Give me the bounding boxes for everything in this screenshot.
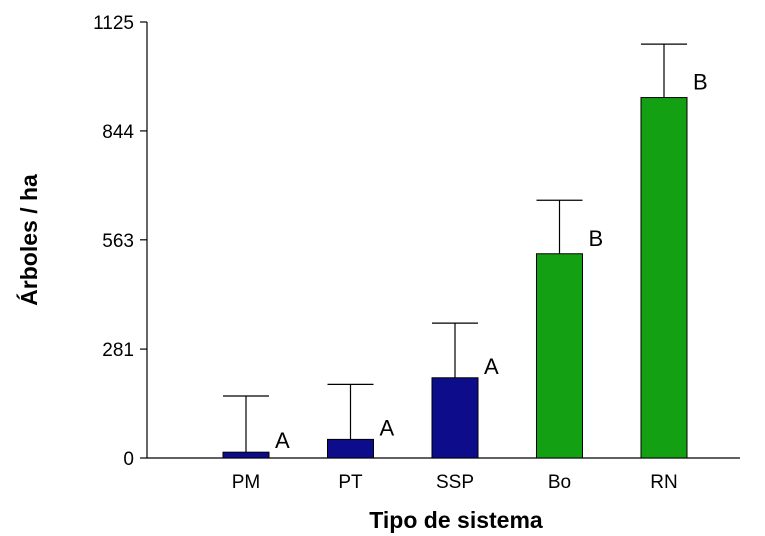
y-tick-label: 0	[123, 449, 134, 470]
y-tick-label: 844	[102, 122, 134, 143]
y-axis-title: Árboles / ha	[15, 174, 42, 306]
x-tick-label: PT	[338, 472, 363, 493]
significance-letter: B	[693, 70, 708, 95]
y-tick-label: 563	[102, 231, 134, 252]
y-tick-label: 281	[102, 340, 134, 361]
x-tick-label: PM	[232, 472, 261, 493]
x-axis-title: Tipo de sistema	[369, 507, 543, 533]
significance-letter: A	[380, 415, 395, 440]
bars-group: A A A B B	[222, 43, 708, 459]
y-axis: 0 281 563 844 1125	[93, 13, 148, 470]
x-tick-label: Bo	[548, 472, 571, 493]
bar-bo	[536, 253, 583, 459]
bar-rn	[640, 97, 688, 459]
x-axis: PM PT SSP Bo RN	[147, 457, 740, 493]
bar-pm	[222, 451, 270, 459]
significance-letter: B	[589, 226, 604, 251]
significance-letter: A	[275, 428, 290, 453]
bar-ssp	[431, 377, 479, 459]
y-tick-label: 1125	[93, 13, 134, 34]
x-tick-label: SSP	[436, 472, 474, 493]
significance-letter: A	[484, 354, 499, 379]
x-tick-label: RN	[650, 472, 677, 493]
bar-pt	[327, 438, 374, 459]
